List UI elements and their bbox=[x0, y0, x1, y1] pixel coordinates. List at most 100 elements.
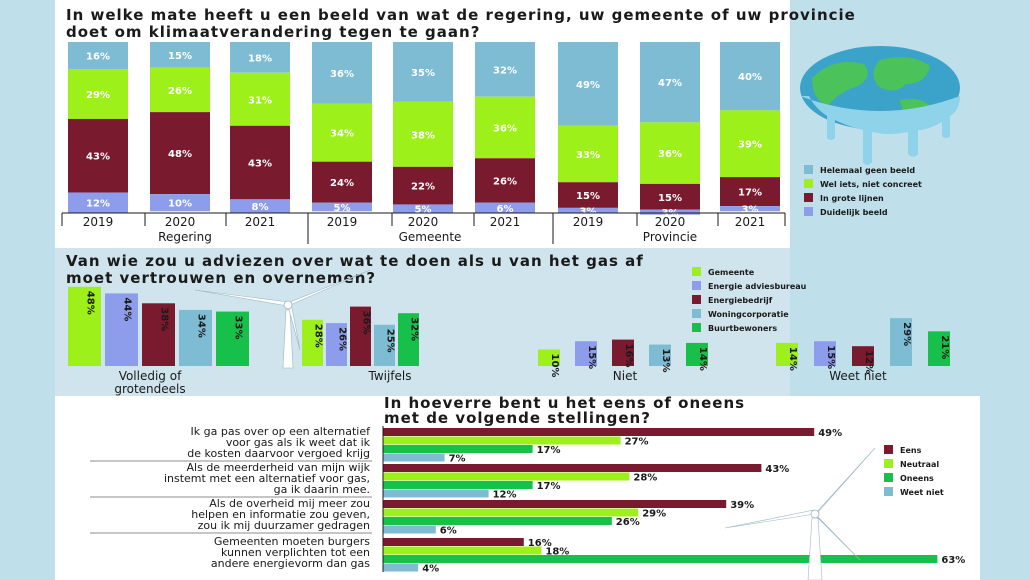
legend-label: Energiebedrijf bbox=[708, 296, 773, 305]
legend-label: Buurtbewoners bbox=[708, 324, 777, 333]
legend-label: Energie adviesbureau bbox=[708, 282, 807, 291]
bar-in-grote-lijnen-8 bbox=[720, 177, 780, 207]
bar-value-label: 5% bbox=[415, 205, 432, 216]
statement-label: Gemeenten moeten burgers bbox=[214, 535, 370, 548]
bar-value-label: 48% bbox=[168, 149, 192, 160]
legend-label: Woningcorporatie bbox=[708, 310, 789, 319]
bar-value-label: 34% bbox=[196, 314, 207, 338]
hbar-weet-niet bbox=[383, 525, 436, 534]
bar-gemeente bbox=[538, 349, 560, 366]
bar-value-label: 40% bbox=[738, 72, 762, 83]
hbar-value-label: 39% bbox=[730, 500, 754, 511]
bar-value-label: 3% bbox=[662, 208, 679, 219]
chart2-panel bbox=[55, 248, 790, 396]
bar-in-grote-lijnen-1 bbox=[150, 112, 210, 195]
bar-gemeente bbox=[68, 286, 101, 366]
hbar-value-label: 12% bbox=[493, 490, 517, 501]
bar-value-label: 24% bbox=[330, 178, 354, 189]
bar-value-label: 3% bbox=[580, 206, 597, 217]
melting-globe-icon bbox=[800, 46, 960, 165]
chart-statements: In hoeverre bent u het eens of oneensmet… bbox=[90, 394, 965, 575]
bar-woningcorporatie bbox=[374, 324, 395, 366]
bar-helemaal-geen-beeld-1 bbox=[150, 42, 210, 68]
statement-label: Als de meerderheid van mijn wijk bbox=[187, 461, 371, 474]
hbar-value-label: 26% bbox=[616, 517, 640, 528]
bar-duidelijk-beeld-3 bbox=[312, 202, 372, 212]
bar-value-label: 36% bbox=[330, 69, 354, 80]
bar-helemaal-geen-beeld-0 bbox=[68, 42, 128, 70]
x-tick-label: 2019 bbox=[83, 215, 114, 229]
bar-value-label: 16% bbox=[86, 52, 110, 63]
hbar-weet-niet bbox=[383, 489, 489, 498]
bar-helemaal-geen-beeld-2 bbox=[230, 42, 290, 73]
statement-label: instemt met een alternatief voor gas, bbox=[164, 472, 370, 485]
bar-buurtbewoners bbox=[928, 331, 950, 366]
bar-value-label: 43% bbox=[248, 159, 272, 170]
chart1-title: doet om klimaatverandering tegen te gaan… bbox=[66, 23, 480, 41]
statement-label: ga ik daarin mee. bbox=[274, 483, 370, 496]
bar-value-label: 34% bbox=[330, 129, 354, 140]
hbar-oneens bbox=[383, 555, 938, 563]
bar-duidelijk-beeld-1 bbox=[150, 194, 210, 212]
bar-value-label: 21% bbox=[939, 335, 950, 359]
legend-label: In grote lijnen bbox=[820, 194, 884, 203]
legend-swatch bbox=[804, 165, 813, 174]
bar-duidelijk-beeld-7 bbox=[640, 209, 700, 215]
hbar-value-label: 7% bbox=[449, 454, 466, 465]
bar-value-label: 15% bbox=[658, 193, 682, 204]
bar-wel-iets-niet-concreet-1 bbox=[150, 67, 210, 113]
bar-woningcorporatie bbox=[890, 318, 912, 366]
group-label: Gemeente bbox=[399, 230, 462, 244]
hbar-oneens bbox=[383, 481, 533, 489]
bar-wel-iets-niet-concreet-4 bbox=[393, 101, 453, 167]
bar-duidelijk-beeld-0 bbox=[68, 192, 128, 213]
x-tick-label: 2020 bbox=[655, 215, 686, 229]
bar-value-label: 36% bbox=[658, 149, 682, 160]
bar-wel-iets-niet-concreet-2 bbox=[230, 72, 290, 126]
bar-duidelijk-beeld-6 bbox=[558, 207, 618, 213]
x-tick-label: 2020 bbox=[408, 215, 439, 229]
group-label: Provincie bbox=[643, 230, 697, 244]
legend-label: Eens bbox=[900, 446, 922, 455]
bar-value-label: 44% bbox=[122, 297, 133, 321]
bar-value-label: 26% bbox=[168, 86, 192, 97]
bar-value-label: 13% bbox=[660, 349, 671, 373]
bar-value-label: 10% bbox=[168, 199, 192, 210]
legend-swatch bbox=[884, 487, 893, 496]
bar-energiebedrijf bbox=[350, 306, 371, 366]
bar-value-label: 26% bbox=[337, 327, 348, 351]
hbar-value-label: 43% bbox=[765, 464, 789, 475]
legend-label: Oneens bbox=[900, 474, 934, 483]
bar-value-label: 38% bbox=[411, 130, 435, 141]
bar-helemaal-geen-beeld-8 bbox=[720, 42, 780, 111]
bar-value-label: 35% bbox=[411, 68, 435, 79]
bar-wel-iets-niet-concreet-0 bbox=[68, 69, 128, 119]
bar-duidelijk-beeld-5 bbox=[475, 202, 535, 213]
bar-value-label: 47% bbox=[658, 78, 682, 89]
bar-value-label: 32% bbox=[493, 65, 517, 76]
statement-label: helpen en informatie zou geven, bbox=[191, 508, 370, 521]
category-label: grotendeels bbox=[114, 382, 185, 396]
hbar-weet-niet bbox=[383, 563, 419, 572]
hbar-value-label: 27% bbox=[625, 437, 649, 448]
legend-swatch bbox=[884, 473, 893, 482]
bar-value-label: 31% bbox=[248, 95, 272, 106]
bar-value-label: 48% bbox=[85, 291, 96, 315]
legend-swatch bbox=[692, 295, 701, 304]
hbar-value-label: 29% bbox=[642, 509, 666, 520]
statement-label: kunnen verplichten tot een bbox=[221, 546, 370, 559]
bar-in-grote-lijnen-7 bbox=[640, 183, 700, 210]
bar-value-label: 29% bbox=[901, 322, 912, 346]
statement-label: Als de overheid mij meer zou bbox=[209, 497, 370, 510]
x-tick-label: 2019 bbox=[327, 215, 358, 229]
hbar-weet-niet bbox=[383, 453, 445, 462]
statement-label: de kosten daarvoor vergoed krijg bbox=[187, 447, 370, 460]
chart3-title: In hoeverre bent u het eens of oneens bbox=[384, 394, 745, 412]
bar-value-label: 25% bbox=[385, 329, 396, 353]
wind-turbine-icon bbox=[724, 447, 876, 580]
bar-in-grote-lijnen-0 bbox=[68, 118, 128, 193]
legend-swatch bbox=[804, 193, 813, 202]
wind-turbine-icon bbox=[194, 269, 371, 369]
bar-gemeente bbox=[776, 342, 798, 366]
